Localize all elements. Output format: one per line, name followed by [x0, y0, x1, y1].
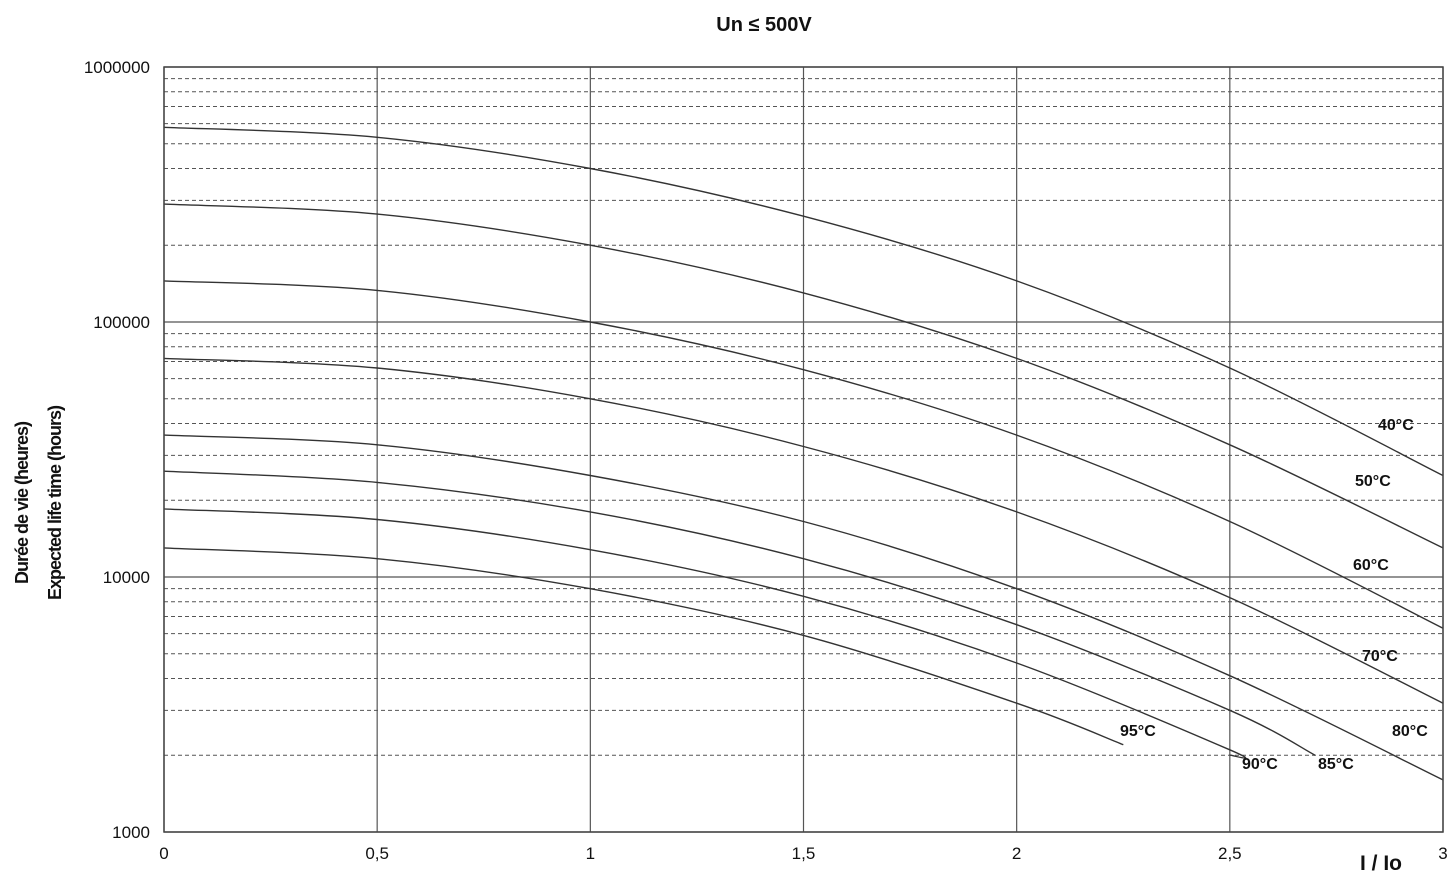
y-tick-label: 1000000 — [84, 58, 150, 77]
y-axis-label-en: Expected life time (hours) — [45, 405, 65, 600]
series-line-60c — [163, 280, 1444, 629]
series-label: 90°C — [1242, 756, 1278, 773]
x-tick-label: 1,5 — [792, 844, 816, 863]
series-lines — [163, 126, 1444, 781]
y-tick-label: 100000 — [93, 313, 150, 332]
x-tick-label: 3 — [1438, 844, 1447, 863]
x-tick-label: 2,5 — [1218, 844, 1242, 863]
series-label: 40°C — [1378, 417, 1414, 434]
x-tick-label: 0,5 — [365, 844, 389, 863]
series-line-40c — [163, 126, 1444, 477]
y-axis-label-fr: Durée de vie (heures) — [12, 421, 32, 584]
series-line-70c — [163, 357, 1444, 704]
series-line-95c — [163, 547, 1124, 746]
series-label: 70°C — [1362, 648, 1398, 665]
series-label: 85°C — [1318, 756, 1354, 773]
plot-frame — [163, 66, 1444, 833]
y-tick-label: 1000 — [112, 823, 150, 842]
x-tick-label: 2 — [1012, 844, 1021, 863]
axes: 0 0,5 1 1,5 2 2,5 3 1000 10000 100000 1000000 — [84, 58, 1448, 863]
x-axis-label: I / Io — [1360, 852, 1402, 873]
series-label: 95°C — [1120, 723, 1156, 740]
series-labels: 40°C 50°C 60°C 70°C 80°C 85°C 90°C 95°C — [1120, 417, 1428, 773]
grid — [163, 66, 1444, 833]
x-tick-label: 0 — [159, 844, 168, 863]
series-label: 50°C — [1355, 473, 1391, 490]
x-tick-label: 1 — [586, 844, 595, 863]
series-line-90c — [163, 508, 1247, 759]
chart-title: Un ≤ 500V — [716, 14, 812, 36]
y-tick-label: 10000 — [103, 568, 150, 587]
y-axis-label: Durée de vie (heures) Expected life time… — [12, 405, 65, 600]
series-line-80c — [163, 434, 1444, 781]
series-line-50c — [163, 203, 1444, 549]
series-label: 60°C — [1353, 557, 1389, 574]
series-label: 80°C — [1392, 723, 1428, 740]
series-line-85c — [163, 470, 1316, 756]
